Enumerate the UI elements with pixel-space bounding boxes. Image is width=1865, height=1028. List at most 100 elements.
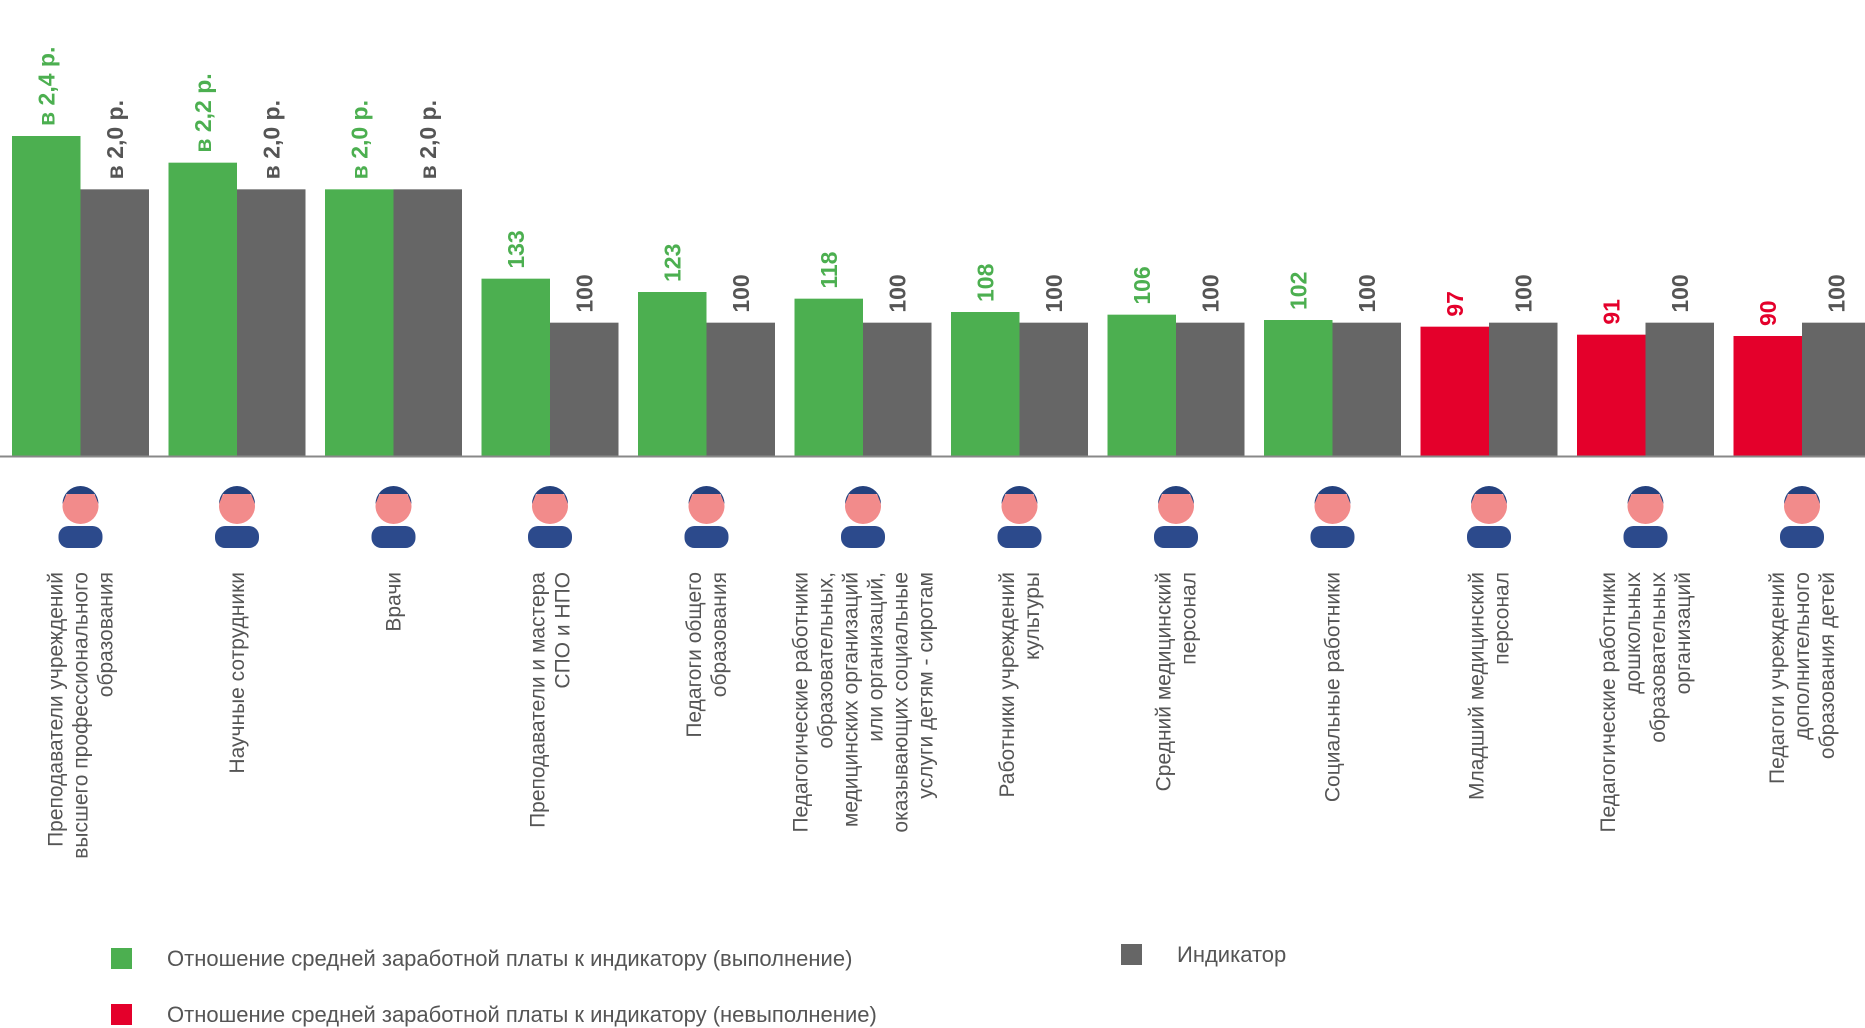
value-label: в 2,4 р.: [33, 47, 59, 126]
category-icon: [1623, 486, 1668, 548]
icon-head: [375, 488, 412, 524]
bar: [481, 278, 550, 456]
bar: [325, 189, 394, 457]
category-icon: [215, 486, 259, 548]
category-label: Преподаватели и мастераСПО и НПО: [527, 572, 575, 828]
bar: [1019, 322, 1088, 456]
category-label: Педагогические работникиобразовательных,…: [790, 572, 938, 833]
category-icon: [1154, 486, 1198, 548]
icon-head: [219, 488, 255, 524]
icon-body: [1623, 526, 1668, 548]
category-label: Научные сотрудники: [226, 572, 249, 774]
icon-head: [1471, 488, 1507, 524]
icon-body: [58, 526, 103, 548]
legend-label: Отношение средней заработной платы к инд…: [167, 1002, 877, 1027]
icon-head: [1784, 488, 1820, 524]
category-icon: [1780, 486, 1824, 548]
value-label: 100: [1197, 274, 1223, 312]
icon-hair: [1001, 486, 1038, 504]
icon-body: [1154, 526, 1198, 548]
bar: [1264, 320, 1333, 456]
category-label: Преподаватели учрежденийвысшего професси…: [45, 572, 118, 859]
icon-body: [215, 526, 259, 548]
icon-head: [1314, 488, 1351, 524]
value-label: 100: [1510, 274, 1536, 312]
bar: [1733, 336, 1802, 456]
value-label: 100: [1354, 274, 1380, 312]
bar: [1176, 322, 1245, 456]
value-label: 100: [728, 274, 754, 312]
value-label: 100: [1667, 274, 1693, 312]
bar: [550, 322, 619, 456]
bar: [1802, 322, 1865, 456]
bar: [951, 312, 1020, 456]
value-label: 102: [1285, 272, 1311, 310]
icon-body: [1780, 526, 1824, 548]
bar: [1489, 322, 1558, 456]
category-label: Средний медицинскийперсонал: [1153, 572, 1201, 791]
bar: [863, 322, 932, 456]
bar: [1420, 326, 1489, 456]
icon-hair: [1158, 486, 1194, 504]
icon-body: [684, 526, 729, 548]
icon-hair: [1471, 486, 1507, 504]
legend-label: Индикатор: [1177, 942, 1286, 967]
icon-hair: [845, 486, 881, 504]
value-label: в 2,2 р.: [190, 73, 216, 152]
bar: [237, 189, 306, 457]
bar: [1577, 334, 1646, 456]
bar: [393, 189, 462, 457]
value-label: 106: [1129, 266, 1155, 304]
category-label: Работники учрежденийкультуры: [996, 572, 1044, 798]
category-label: Педагоги общегообразования: [683, 572, 731, 738]
icon-hair: [1627, 486, 1664, 504]
category-label: Педагоги учрежденийдополнительногообразо…: [1766, 572, 1839, 784]
icon-hair: [219, 486, 255, 504]
icon-hair: [688, 486, 725, 504]
icon-head: [1627, 488, 1664, 524]
category-label: Социальные работники: [1322, 572, 1345, 802]
category-icon: [528, 486, 572, 548]
value-label: в 2,0 р.: [346, 100, 372, 179]
legend-swatch: [1121, 944, 1142, 965]
icon-hair: [1784, 486, 1820, 504]
value-label: 91: [1598, 299, 1624, 325]
icon-body: [528, 526, 572, 548]
category-icon: [1310, 486, 1355, 548]
icon-head: [1001, 488, 1038, 524]
value-label: 108: [972, 263, 998, 302]
legend-swatch: [111, 1004, 132, 1025]
icon-body: [371, 526, 416, 548]
category-icon: [997, 486, 1042, 548]
bar: [80, 189, 149, 457]
value-label: в 2,0 р.: [102, 100, 128, 179]
bar: [12, 136, 81, 456]
value-label: 118: [816, 251, 842, 288]
bar: [168, 162, 237, 456]
value-label: 100: [1823, 274, 1849, 312]
icon-head: [62, 488, 99, 524]
value-label: 100: [1041, 274, 1067, 312]
bar: [1645, 322, 1714, 456]
value-label: 123: [659, 244, 685, 282]
icon-head: [845, 488, 881, 524]
category-icon: [1467, 486, 1511, 548]
value-label: 100: [571, 274, 597, 312]
category-label: Врачи: [383, 572, 406, 632]
icon-hair: [375, 486, 412, 504]
category-icon: [684, 486, 729, 548]
icon-body: [997, 526, 1042, 548]
category-icon: [58, 486, 103, 548]
bar: [706, 322, 775, 456]
value-label: 97: [1442, 291, 1468, 317]
icon-head: [1158, 488, 1194, 524]
value-label: 133: [503, 230, 529, 268]
icon-hair: [62, 486, 99, 504]
icon-head: [688, 488, 725, 524]
value-label: в 2,0 р.: [415, 100, 441, 179]
legend-label: Отношение средней заработной платы к инд…: [167, 946, 852, 971]
bar: [638, 292, 707, 456]
category-icon: [841, 486, 885, 548]
